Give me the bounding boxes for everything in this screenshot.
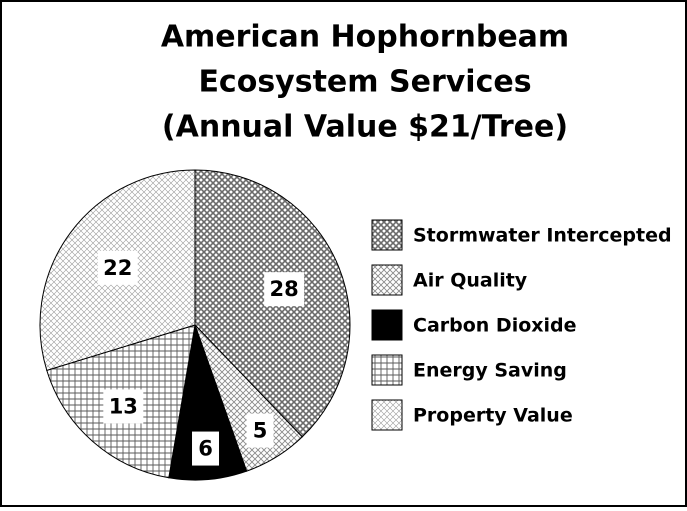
legend-swatch [371, 219, 403, 251]
chart-title: American Hophornbeam [161, 20, 569, 55]
legend-label: Stormwater Intercepted [413, 225, 672, 247]
legend-label: Property Value [413, 405, 573, 427]
legend-swatch [371, 354, 403, 386]
legend-swatch [371, 309, 403, 341]
legend-label: Air Quality [413, 270, 528, 292]
data-label-box [264, 272, 305, 307]
data-label: 13 [109, 394, 138, 418]
legend-label: Energy Saving [413, 360, 567, 382]
legend-swatch [371, 264, 403, 296]
chart-title: Ecosystem Services [198, 65, 531, 100]
data-label: 22 [103, 256, 132, 280]
legend-swatch [371, 399, 403, 431]
data-label: 6 [198, 437, 213, 461]
data-label: 28 [270, 277, 299, 301]
data-label: 5 [253, 419, 268, 443]
data-label-box [97, 250, 138, 285]
data-label-box [246, 413, 274, 448]
chart-title: (Annual Value $21/Tree) [162, 110, 568, 145]
data-label-box [192, 431, 220, 466]
data-label-box [103, 389, 144, 424]
legend-label: Carbon Dioxide [413, 315, 577, 337]
